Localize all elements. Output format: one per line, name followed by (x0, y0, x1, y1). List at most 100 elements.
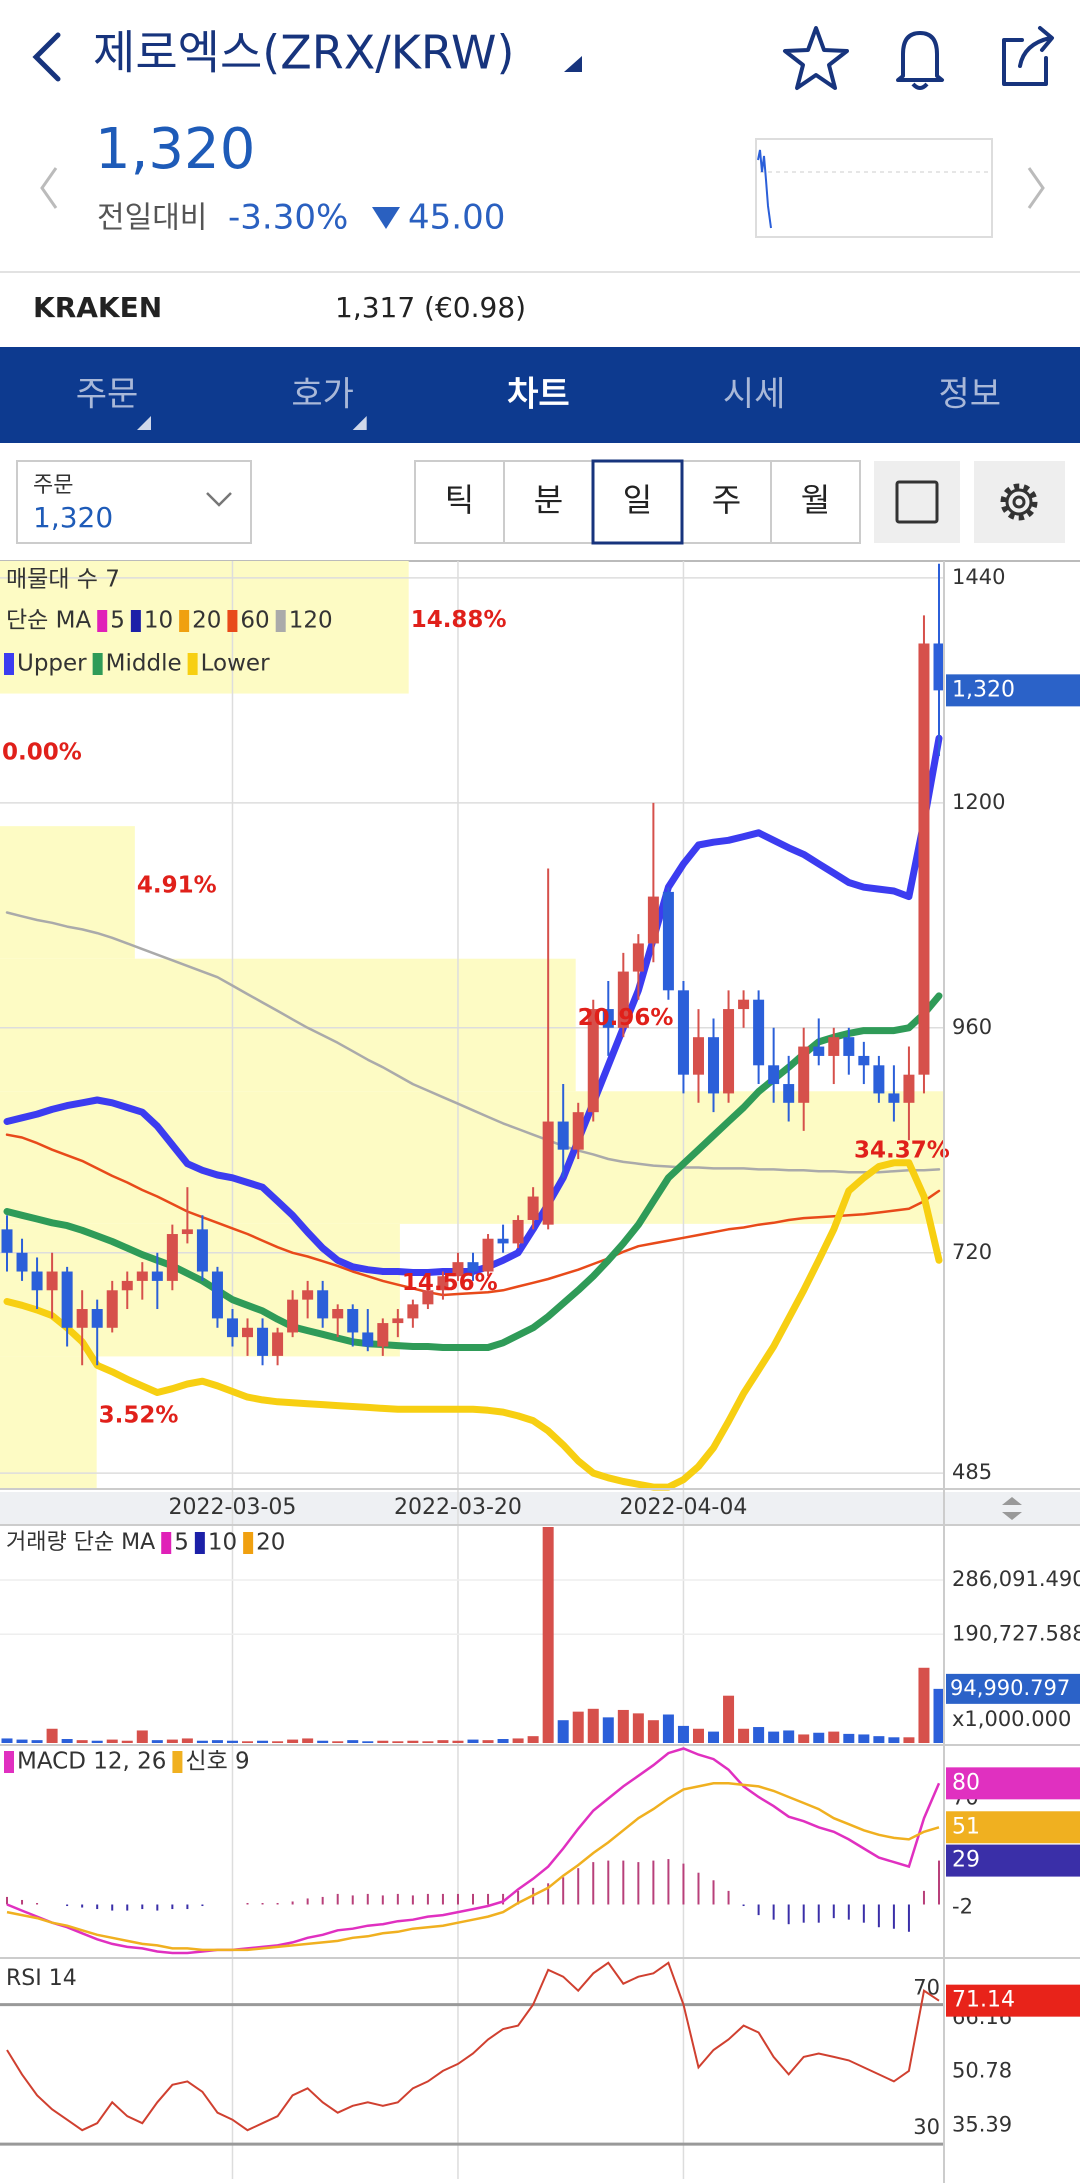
prev-coin-button[interactable] (40, 167, 58, 209)
period-label: 분 (534, 481, 563, 519)
volume-bar (136, 1730, 148, 1743)
indicator-line (5, 1133, 941, 1297)
volume-bar (888, 1737, 900, 1743)
period-button[interactable] (770, 460, 861, 544)
legend-label: 60 (240, 608, 269, 634)
candle-body (677, 990, 689, 1075)
indicator-line (3, 1159, 943, 1491)
coin-title[interactable]: 제로엑스(ZRX/KRW) (93, 26, 514, 80)
legend-label: 20 (256, 1530, 285, 1556)
x-tick-label: 2022-04-04 (620, 1495, 748, 1520)
legend-swatch (275, 610, 286, 632)
candle-body (211, 1271, 223, 1319)
legend-swatch (161, 1532, 172, 1554)
next-coin-button[interactable] (1027, 167, 1045, 209)
candle-body (467, 1262, 479, 1272)
volume-bar (873, 1736, 885, 1743)
draw-button[interactable] (874, 461, 960, 543)
volume-bar (437, 1740, 449, 1743)
order-dropdown[interactable] (206, 492, 232, 507)
legend-swatch (243, 1532, 254, 1554)
volume-bar (422, 1741, 434, 1743)
change-label: 전일대비 (97, 201, 207, 236)
macd-line (6, 1782, 940, 1952)
volume-bar (572, 1711, 584, 1743)
candle-body (843, 1037, 855, 1056)
candle-body (858, 1055, 870, 1066)
x-tick-label: 2022-03-20 (394, 1495, 522, 1520)
tab[interactable]: 정보 (939, 375, 1002, 415)
rsi-line (6, 1961, 940, 2132)
exchange-name: KRAKEN (33, 291, 162, 324)
share-button[interactable] (1002, 26, 1054, 86)
candle-body (873, 1065, 885, 1094)
tab[interactable]: 차트 (507, 375, 570, 415)
volume-bar (723, 1695, 735, 1743)
volume-bar (242, 1741, 254, 1743)
volume-bar (813, 1732, 825, 1743)
volume-bar (181, 1738, 193, 1743)
title-dropdown-arrow[interactable] (564, 56, 582, 72)
legend-label: 10 (208, 1530, 237, 1556)
candle-body (121, 1280, 133, 1291)
candle-body (452, 1262, 464, 1277)
back-button[interactable] (32, 32, 61, 82)
legend-label: 20 (192, 608, 221, 634)
gear-body (1005, 488, 1033, 516)
tab[interactable]: 시세 (723, 375, 786, 415)
period-button[interactable] (414, 460, 505, 544)
period-label: 일 (623, 481, 652, 519)
tabs: 주문 호가 차트 시세 정보 (76, 375, 1002, 430)
tab[interactable]: 주문 (76, 375, 139, 415)
candle-body (753, 999, 765, 1066)
volume-bar (557, 1720, 569, 1743)
legend-label: Upper (17, 651, 87, 677)
volume-bar (377, 1740, 389, 1743)
volume-bar (602, 1717, 614, 1743)
volume-bar (647, 1720, 659, 1743)
last-price-label: 1,320 (952, 677, 1015, 702)
volume-bar (196, 1740, 208, 1743)
volume-profile-bar (0, 1091, 944, 1224)
mini-chart-line (757, 149, 772, 229)
legend-swatch (92, 653, 103, 675)
chart-area: 2022-03-05 2022-03-20 2022-04-04 1440 1200 96… (0, 561, 1080, 2183)
tab[interactable]: 호가 (291, 375, 354, 415)
candle-body (317, 1290, 329, 1319)
alarm-button[interactable] (896, 31, 944, 90)
volume-profile-label: 34.37% (854, 1137, 950, 1163)
last-value-label: 51 (952, 1814, 980, 1839)
legend-label: 단순 MA (6, 608, 91, 634)
candle-body (106, 1290, 118, 1328)
candle-body (242, 1327, 254, 1338)
candle-body (602, 1009, 614, 1028)
period-button[interactable] (591, 459, 684, 545)
volume-profile-label: 20.96% (578, 1005, 674, 1031)
mini-chart (755, 138, 993, 238)
volume-bar (407, 1740, 419, 1743)
candle-body (302, 1290, 314, 1300)
favorite-button[interactable] (783, 26, 849, 90)
candle-body (332, 1309, 344, 1319)
period-button[interactable] (681, 460, 772, 544)
volume-bar (738, 1728, 750, 1743)
current-price: 1,320 (95, 117, 255, 182)
volume-bar (933, 1688, 945, 1743)
volume-bar (46, 1728, 58, 1743)
candle-body (362, 1332, 374, 1347)
volume-bar (467, 1739, 479, 1743)
legend-label: 5 (110, 608, 125, 634)
legend-swatch (130, 610, 141, 632)
order-box[interactable] (16, 460, 252, 544)
volume-bar (692, 1728, 704, 1743)
legend-swatch (97, 610, 108, 632)
legend-label: MACD 12, 26 (17, 1749, 166, 1775)
legend-swatch (4, 653, 14, 675)
legend-swatch (227, 610, 238, 632)
order-label: 주문 (33, 473, 73, 498)
candle-body (377, 1323, 389, 1347)
candle-body (181, 1229, 193, 1235)
volume-profile-label: 0.00% (2, 740, 82, 766)
pane-resize-handle[interactable] (1002, 1497, 1022, 1520)
